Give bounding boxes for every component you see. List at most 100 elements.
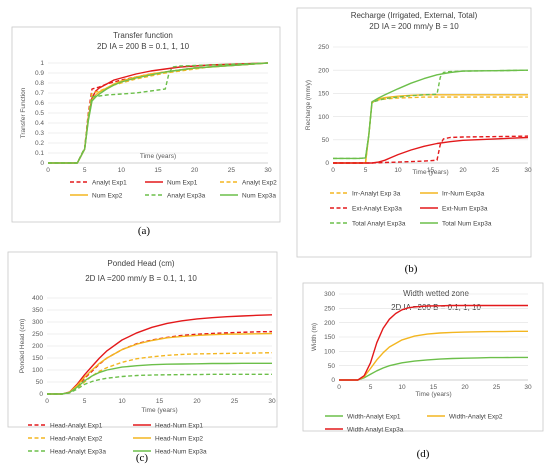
series-line	[339, 356, 528, 381]
chart-title-line: Transfer function	[113, 31, 173, 40]
x-tick-label: 15	[430, 384, 438, 391]
legend-label: Head-Analyt Exp1	[50, 422, 103, 429]
y-tick-label: 100	[318, 114, 329, 121]
legend-label: Analyt Exp3a	[167, 192, 206, 199]
legend-label: Width-Analyt Exp2	[449, 413, 503, 420]
x-tick-label: 30	[264, 167, 272, 174]
chart-title-line: 2D IA = 200 B = 0.1, 1, 10	[97, 42, 190, 51]
legend-label: Analyt Exp1	[92, 179, 127, 186]
y-tick-label: 0.1	[35, 150, 44, 157]
y-tick-label: 250	[318, 44, 329, 51]
chart-panel-c: Ponded Head (cm) 2D IA =200 mm/y B = 0.1,…	[7, 251, 278, 464]
legend-label: Num Exp1	[167, 179, 198, 186]
series-line	[47, 373, 272, 395]
y-tick-label: 250	[324, 306, 335, 313]
y-tick-label: 50	[322, 137, 330, 144]
legend-label: Total Num Exp3a	[442, 220, 492, 227]
x-tick-label: 10	[118, 398, 126, 405]
y-tick-label: 50	[328, 363, 336, 370]
legend-label: Head-Num Exp1	[155, 422, 203, 429]
legend-label: Ext-Num Exp3a	[442, 205, 488, 212]
y-tick-label: 0.3	[35, 130, 44, 137]
legend-label: Irr-Analyt Exp 3a	[352, 190, 401, 197]
legend-label: Analyt Exp2	[242, 179, 277, 186]
chart-title-line: Width wetted zone	[403, 289, 469, 298]
y-tick-label: 0.5	[35, 110, 44, 117]
y-axis-title: Width (m)	[311, 323, 318, 351]
chart-panel-a: Transfer function 2D IA = 200 B = 0.1, 1,…	[11, 26, 281, 237]
x-tick-label: 10	[394, 167, 402, 174]
chart-frame	[11, 26, 281, 223]
series-line	[333, 136, 529, 164]
legend-label: Num Exp3a	[242, 192, 276, 199]
series-line	[339, 304, 528, 381]
x-tick-label: 5	[83, 167, 87, 174]
legend-label: Total Analyt Exp3a	[352, 220, 406, 227]
x-tick-label: 30	[524, 384, 532, 391]
x-tick-label: 0	[331, 167, 335, 174]
x-tick-label: 25	[492, 167, 500, 174]
x-tick-label: 20	[193, 398, 201, 405]
y-tick-label: 300	[32, 319, 43, 326]
y-tick-label: 0.6	[35, 100, 44, 107]
y-tick-label: 100	[324, 349, 335, 356]
chart-title-line: 2D IA =200 mm/y B = 0.1, 1, 10	[85, 274, 197, 283]
x-tick-label: 20	[459, 167, 467, 174]
x-tick-label: 5	[364, 167, 368, 174]
panel-caption: (d)	[417, 448, 430, 460]
y-tick-label: 0	[40, 160, 44, 167]
chart-title-line: Recharge (Irrigated, External, Total)	[351, 11, 478, 20]
y-tick-label: 300	[324, 291, 335, 298]
chart-frame	[296, 7, 532, 258]
y-axis-title: Recharge (mm/y)	[305, 80, 312, 130]
x-tick-label: 15	[156, 398, 164, 405]
x-tick-label: 25	[228, 167, 236, 174]
x-axis-title: Time (years)	[140, 153, 176, 160]
y-tick-label: 150	[324, 334, 335, 341]
x-tick-label: 0	[45, 398, 49, 405]
x-tick-label: 10	[398, 384, 406, 391]
series-line	[47, 332, 273, 395]
y-tick-label: 0.8	[35, 80, 44, 87]
panel-caption: (c)	[136, 452, 149, 464]
chart-panel-b: Recharge (Irrigated, External, Total) 2D …	[296, 7, 532, 275]
series-line	[47, 352, 273, 395]
x-tick-label: 25	[493, 384, 501, 391]
legend-label: Head-Analyt Exp2	[50, 435, 103, 442]
y-tick-label: 400	[32, 295, 43, 302]
series-line	[47, 362, 272, 395]
chart-panel-d: Width wetted zone 2D IA =200 B = 0.1, 1, …	[302, 282, 544, 460]
x-tick-label: 20	[461, 384, 469, 391]
x-tick-label: 20	[191, 167, 199, 174]
y-tick-label: 250	[32, 331, 43, 338]
panel-caption: (b)	[405, 263, 418, 275]
x-axis-title: Time (years)	[415, 391, 451, 398]
x-tick-label: 30	[268, 398, 276, 405]
x-tick-label: 10	[118, 167, 126, 174]
legend-label: Irr-Num Exp3a	[442, 190, 485, 197]
x-tick-label: 5	[83, 398, 87, 405]
y-tick-label: 0.7	[35, 90, 44, 97]
x-tick-label: 15	[154, 167, 162, 174]
y-tick-label: 200	[318, 67, 329, 74]
x-tick-label: 30	[524, 167, 532, 174]
chart-title-line: Ponded Head (cm)	[107, 259, 174, 268]
legend-label: Ext-Analyt Exp3a	[352, 205, 402, 212]
y-tick-label: 0.4	[35, 120, 44, 127]
chart-title-line: 2D IA = 200 mm/y B = 10	[369, 22, 459, 31]
chart-frame	[7, 251, 278, 428]
y-tick-label: 200	[32, 343, 43, 350]
y-tick-label: 150	[318, 91, 329, 98]
legend-label: Head-Num Exp3a	[155, 448, 207, 455]
x-tick-label: 5	[369, 384, 373, 391]
chart-title-line: 2D IA =200 B = 0.1, 1, 10	[391, 303, 481, 312]
x-axis-title: Time (years)	[412, 169, 448, 176]
y-tick-label: 0.2	[35, 140, 44, 147]
x-tick-label: 25	[231, 398, 239, 405]
y-tick-label: 100	[32, 367, 43, 374]
x-tick-label: 15	[427, 167, 435, 174]
y-axis-title: Ponded Head (cm)	[19, 319, 26, 374]
series-line	[339, 330, 528, 381]
x-tick-label: 0	[46, 167, 50, 174]
